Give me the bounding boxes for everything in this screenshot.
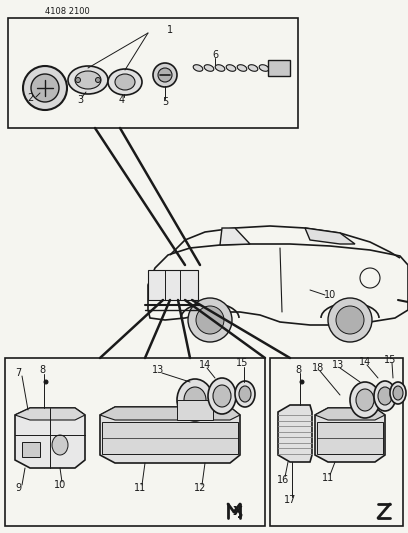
Ellipse shape [350,382,380,418]
Ellipse shape [193,64,203,71]
Text: 10: 10 [54,480,66,490]
Polygon shape [220,228,250,245]
Text: 2: 2 [27,93,33,103]
Ellipse shape [336,306,364,334]
Ellipse shape [158,68,172,82]
Ellipse shape [23,66,67,110]
Text: 12: 12 [194,483,206,493]
Polygon shape [15,408,85,468]
Polygon shape [315,408,385,420]
Text: 17: 17 [284,495,296,505]
Text: 10: 10 [324,290,336,300]
Polygon shape [177,400,213,420]
Ellipse shape [75,71,101,89]
Ellipse shape [374,381,396,411]
Ellipse shape [226,64,236,71]
Bar [317,422,383,454]
Text: ӽ: ӽ [233,503,243,518]
Text: 11: 11 [134,483,146,493]
Polygon shape [100,407,240,463]
Ellipse shape [248,64,258,71]
Polygon shape [315,408,385,462]
Polygon shape [278,405,312,462]
Ellipse shape [115,74,135,90]
Text: 15: 15 [384,355,396,365]
Ellipse shape [237,64,247,71]
Text: 9: 9 [15,483,21,493]
Text: 8: 8 [39,365,45,375]
Text: 18: 18 [312,363,324,373]
Ellipse shape [177,379,213,421]
Ellipse shape [215,64,225,71]
Ellipse shape [68,66,108,94]
Ellipse shape [235,381,255,407]
Text: 16: 16 [277,475,289,485]
Text: 14: 14 [359,357,371,367]
Ellipse shape [188,298,232,342]
Text: 1: 1 [167,25,173,35]
Ellipse shape [300,380,304,384]
Ellipse shape [52,435,68,455]
Ellipse shape [95,77,100,83]
Text: 11: 11 [322,473,334,483]
Ellipse shape [204,64,214,71]
Text: 7: 7 [15,368,21,378]
Polygon shape [100,407,240,420]
Bar [8,18,298,128]
Text: 3: 3 [77,95,83,105]
Bar [148,270,198,300]
Bar [268,60,290,76]
Text: 4: 4 [119,95,125,105]
Ellipse shape [328,298,372,342]
Ellipse shape [44,380,48,384]
Text: 13: 13 [152,365,164,375]
Ellipse shape [213,385,231,407]
Polygon shape [305,228,355,244]
Ellipse shape [239,386,251,402]
Polygon shape [148,244,408,325]
Text: 14: 14 [199,360,211,370]
Bar [5,358,265,526]
Ellipse shape [75,77,80,83]
Bar [270,358,403,526]
Polygon shape [15,408,85,420]
Ellipse shape [378,387,392,405]
Ellipse shape [393,386,403,400]
Ellipse shape [31,74,59,102]
Ellipse shape [208,378,236,414]
Ellipse shape [153,63,177,87]
Ellipse shape [356,389,374,411]
Bar [102,422,238,454]
Text: 5: 5 [162,97,168,107]
Text: 15: 15 [236,358,248,368]
Text: 13: 13 [332,360,344,370]
Ellipse shape [196,306,224,334]
Text: 6: 6 [212,50,218,60]
Text: 4108 2100: 4108 2100 [45,7,90,17]
Ellipse shape [108,69,142,95]
Ellipse shape [259,64,269,71]
Bar [22,442,40,457]
Text: 8: 8 [295,365,301,375]
Ellipse shape [390,382,406,404]
Ellipse shape [184,387,206,413]
